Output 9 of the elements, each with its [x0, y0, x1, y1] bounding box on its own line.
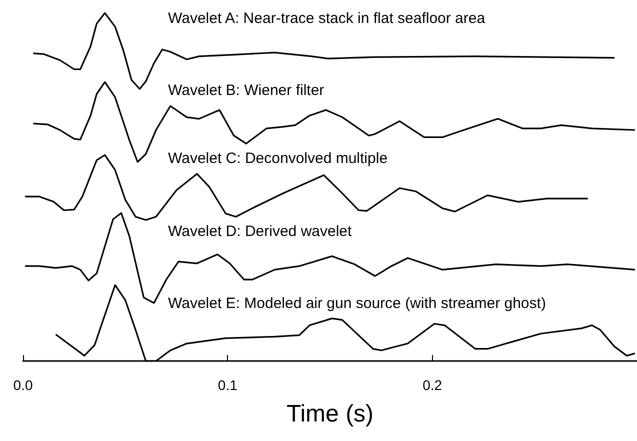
x-tick-label: 0.2 [422, 377, 442, 393]
series-label: Wavelet B: Wiener filter [168, 82, 324, 99]
x-tick-label: 0.0 [13, 377, 33, 393]
series-label: Wavelet D: Derived wavelet [168, 223, 353, 240]
series-label: Wavelet A: Near-trace stack in flat seafloor area [168, 10, 486, 27]
x-tick-label: 0.1 [218, 377, 238, 393]
series-label: Wavelet E: Modeled air gun source (with streamer ghost) [168, 295, 546, 312]
x-axis-title: Time (s) [286, 400, 374, 428]
series-label: Wavelet C: Deconvolved multiple [168, 150, 388, 167]
